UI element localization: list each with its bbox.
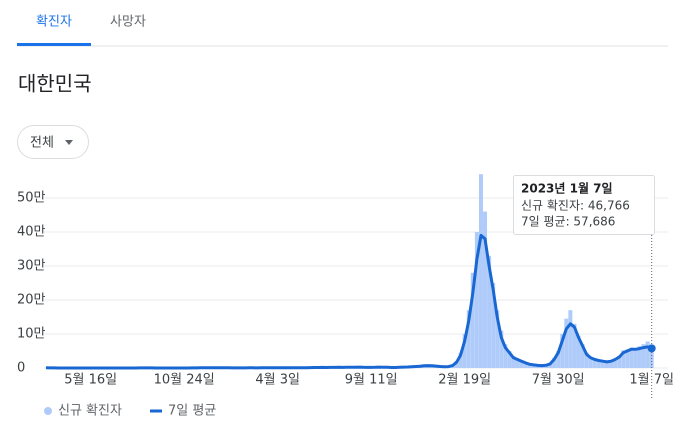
bar <box>483 211 488 368</box>
bar <box>523 362 528 368</box>
bar <box>592 358 597 368</box>
bar <box>519 360 524 368</box>
x-tick-label: 9월 11일 <box>345 373 398 388</box>
legend-label: 7일 평균 <box>168 404 216 419</box>
tab-underline <box>17 43 91 46</box>
y-tick-label: 50만 <box>17 191 46 206</box>
average-line <box>45 233 653 370</box>
bar <box>637 346 642 368</box>
y-tick-label: 30만 <box>17 259 46 274</box>
tooltip-title: 2023년 1월 7일 <box>521 181 613 196</box>
bar <box>568 310 573 368</box>
bar <box>462 334 467 368</box>
x-tick-label: 10월 24일 <box>154 373 215 388</box>
bar <box>617 356 622 368</box>
bar <box>564 318 569 368</box>
bar <box>503 344 508 368</box>
filter-label[interactable]: 전체 <box>30 136 54 151</box>
bar <box>515 358 520 368</box>
dropdown-caret[interactable] <box>65 140 73 145</box>
bar <box>478 174 483 368</box>
bar <box>576 335 581 368</box>
tooltip-box <box>513 175 655 235</box>
bar <box>596 360 601 368</box>
bar <box>588 357 593 368</box>
y-tick-label: 20만 <box>17 293 46 308</box>
x-tick-label: 5월 16일 <box>64 373 117 388</box>
bar <box>641 344 646 368</box>
bar <box>487 255 492 368</box>
tab-label[interactable]: 확진자 <box>36 15 72 30</box>
filter-dropdown[interactable] <box>17 125 89 159</box>
bar <box>511 356 516 368</box>
bar <box>548 363 553 368</box>
y-tick-label: 0 <box>17 361 25 376</box>
hover-dot <box>647 344 656 353</box>
bar <box>609 360 614 368</box>
x-tick-label: 4월 3일 <box>255 373 300 388</box>
bar <box>633 348 638 368</box>
bar <box>556 351 561 368</box>
bar <box>466 310 471 368</box>
y-tick-label: 40만 <box>17 225 46 240</box>
y-tick-label: 10만 <box>17 327 46 342</box>
bar <box>491 283 496 368</box>
bar <box>629 347 634 368</box>
bar <box>580 344 585 368</box>
bar <box>454 361 459 368</box>
bar <box>560 334 565 368</box>
bar <box>495 310 500 368</box>
bar <box>604 362 609 368</box>
x-tick-label: 2월 19일 <box>438 373 491 388</box>
legend-label: 신규 확진자 <box>58 404 122 419</box>
region-title: 대한민국 <box>18 72 92 96</box>
bar <box>499 330 504 368</box>
tab-label[interactable]: 사망자 <box>110 15 146 30</box>
bar <box>621 350 626 368</box>
bar <box>613 358 618 368</box>
bar <box>584 352 589 368</box>
bar <box>507 351 512 368</box>
bar <box>527 363 532 368</box>
bar <box>625 349 630 368</box>
bar <box>600 360 605 368</box>
x-tick-label: 7월 30일 <box>532 373 585 388</box>
bar <box>649 352 654 368</box>
bar <box>552 357 557 368</box>
bar <box>470 272 475 368</box>
bar <box>572 323 577 368</box>
bar <box>645 341 650 368</box>
legend-swatch <box>44 407 52 415</box>
bar <box>474 232 479 368</box>
tooltip-line: 신규 확진자: 46,766 <box>521 199 630 213</box>
bar <box>458 352 463 368</box>
tooltip-line: 7일 평균: 57,686 <box>521 215 615 229</box>
